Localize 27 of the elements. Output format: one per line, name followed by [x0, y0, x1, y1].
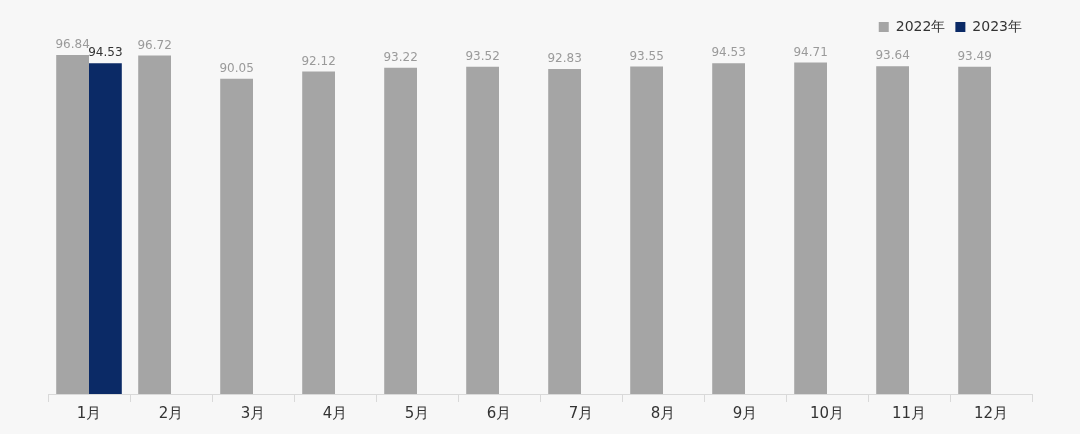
- data-label: 96.84: [55, 37, 90, 52]
- data-label: 96.72: [137, 37, 172, 52]
- x-tick-label: 12月: [973, 403, 1009, 422]
- data-label: 92.83: [547, 51, 582, 66]
- data-label: 93.55: [629, 48, 664, 63]
- x-tick-label: 4月: [322, 403, 348, 422]
- x-tick-label: 9月: [732, 403, 758, 422]
- data-label: 93.64: [875, 48, 910, 63]
- x-tick-label: 5月: [404, 403, 430, 422]
- data-label: 94.53: [711, 45, 746, 60]
- x-tick-label: 7月: [568, 403, 594, 422]
- data-label: 90.05: [219, 60, 254, 75]
- data-label: 93.22: [383, 49, 418, 64]
- legend-label: 2023年: [972, 17, 1023, 34]
- x-tick-label: 3月: [240, 403, 266, 422]
- legend-label: 2022年: [895, 17, 946, 34]
- data-label: 94.53: [88, 45, 123, 60]
- data-label: 93.52: [465, 48, 500, 63]
- x-tick-label: 11月: [891, 403, 927, 422]
- x-tick-label: 1月: [76, 403, 102, 422]
- x-tick-label: 10月: [809, 403, 845, 422]
- data-label: 92.12: [301, 53, 336, 68]
- x-tick-label: 6月: [486, 403, 512, 422]
- data-label: 94.71: [793, 44, 828, 59]
- data-label: 93.49: [957, 48, 992, 63]
- x-tick-label: 2月: [158, 403, 184, 422]
- x-tick-label: 8月: [650, 403, 676, 422]
